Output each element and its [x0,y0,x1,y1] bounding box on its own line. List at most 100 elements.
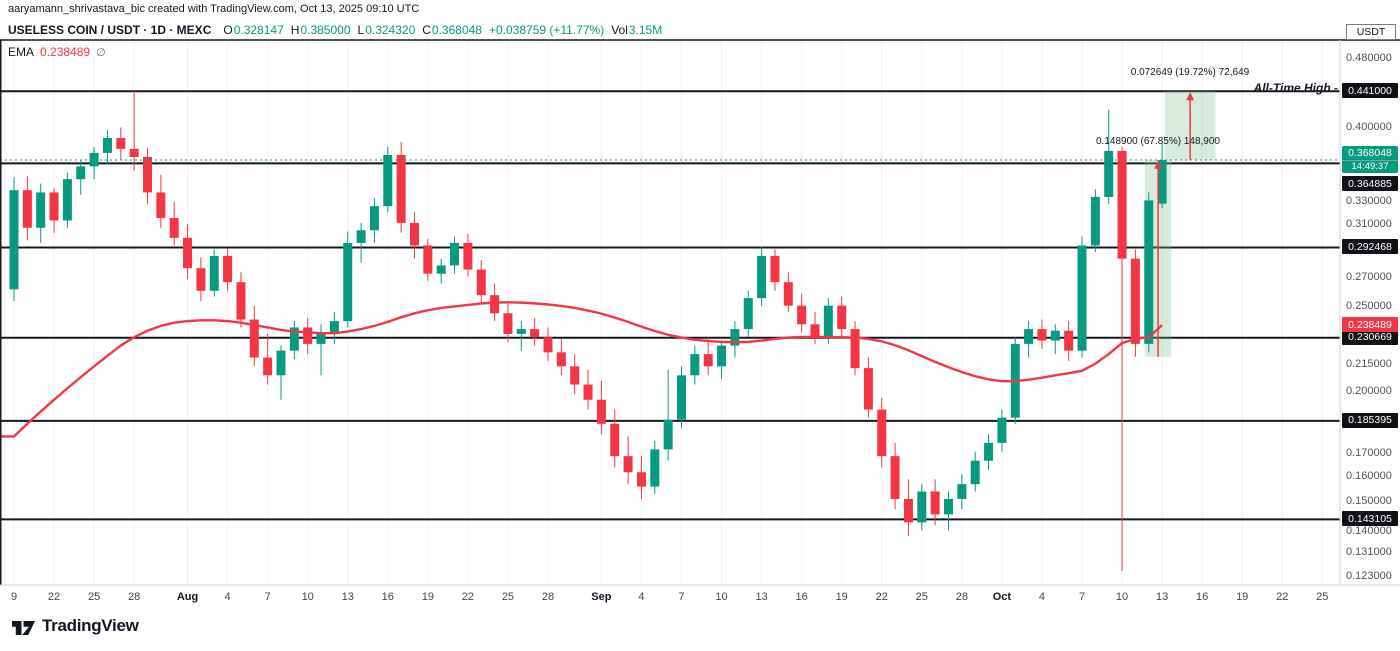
time-tick: 25 [915,591,928,603]
level-price-label: 0.143105 [1342,511,1398,527]
candle-body [183,237,193,269]
candle-body [356,230,366,243]
time-tick: 22 [47,591,61,603]
price-axis[interactable]: 0.480000 0.400000 0.330000 0.310000 0.270000… [1340,0,1400,651]
candle-body [743,298,753,330]
time-tick: 25 [1316,591,1329,603]
currency-label: USDT [1346,24,1396,40]
candle-body [62,179,72,221]
candle-body [930,491,940,515]
level-price-label: 0.230669 [1342,329,1398,345]
candle-body [970,460,980,485]
price-tick: 0.310000 [1346,218,1392,231]
candle-body [369,206,379,231]
time-tick: 13 [341,591,354,603]
time-tick: 10 [1115,591,1129,603]
tradingview-logo[interactable]: TradingView [10,616,139,636]
indicator-value: 0.238489 [40,45,91,59]
candle-body [1104,150,1114,197]
ohlc-open: O 0.328147 [223,23,284,37]
candle-body [730,329,740,346]
candle-body [143,156,152,193]
time-tick: 16 [381,591,394,603]
price-tick: 0.480000 [1346,52,1392,64]
tradingview-logo-text: TradingView [42,616,139,635]
time-axis[interactable]: 9 22 25 28 Aug 4 7 10 13 16 19 22 25 28 Sep 4 7 10 13 16 19 2… [0,585,1400,609]
candle-body [383,154,393,207]
candle-body [623,456,633,473]
candle-body [823,305,833,338]
level-price-label: 0.441000 [1342,83,1398,99]
candle-body [703,354,713,367]
candle-body [1157,160,1167,204]
candle-body [329,321,339,333]
time-tick: 10 [715,591,728,603]
candle-body [1037,329,1047,341]
candle-body [944,498,953,515]
candle-body [997,417,1007,443]
candle-body [530,329,540,338]
current-price-label: 0.368048 14:49:37 [1342,146,1398,174]
candle-body [877,409,887,457]
time-tick: 19 [421,591,434,603]
time-tick: 22 [1276,591,1289,603]
symbol-title[interactable]: USELESS COIN / USDT · 1D · MEXC [8,23,212,37]
candle-body [1130,258,1140,344]
tradingview-logo-icon [12,621,35,635]
time-tick: 13 [1155,591,1169,603]
time-tick: 16 [795,591,808,603]
price-tick: 0.160000 [1346,469,1392,482]
measurement-arrowhead [1186,92,1195,101]
candle-body [837,305,847,330]
bar-countdown: 14:49:37 [1342,160,1398,173]
time-tick: 25 [87,591,101,603]
candle-body [396,154,406,223]
candle-body [810,324,820,338]
ema-line[interactable] [0,301,1163,438]
candle-body [316,332,326,344]
candle-body [957,484,967,499]
candle-body [249,319,259,358]
candle-body [1064,330,1074,351]
time-tick: 19 [835,591,848,603]
candle-body [543,337,553,353]
price-tick: 0.140000 [1346,525,1392,537]
candle-body [690,354,700,376]
candle-body [156,192,166,219]
time-tick: 16 [1196,591,1209,603]
chart-pane[interactable] [0,40,1340,585]
time-tick: 28 [955,591,968,603]
candle-body [223,255,233,283]
ohlc-low: L 0.324320 [357,23,416,37]
price-tick: 0.131000 [1346,546,1392,559]
candle-body [463,242,473,270]
candle-body [410,222,419,246]
price-tick: 0.215000 [1346,357,1392,370]
candle-body [263,357,273,376]
level-price-label: 0.185395 [1342,412,1398,428]
time-tick: 9 [10,591,18,603]
candle-body [9,190,19,290]
candle-body [516,329,526,334]
candle-body [636,472,646,487]
volume: Vol 3.15M [611,23,663,37]
candle-body [596,399,606,424]
price-tick: 0.150000 [1346,494,1392,507]
indicator-options-icon[interactable]: ∅ [96,47,106,59]
candle-body [490,295,500,314]
candle-body [1090,196,1100,246]
time-tick-month: Sep [591,591,612,603]
indicator-legend[interactable]: EMA 0.238489 ∅ [8,45,106,59]
price-change: +0.038759 (+11.77%) [488,23,605,37]
candle-body [289,327,299,351]
time-tick-month: Oct [992,591,1012,603]
candle-body [610,423,620,457]
candle-body [276,350,286,376]
time-tick: 19 [1236,591,1249,603]
candle-body [503,313,513,334]
candle-body [196,268,206,291]
candle-body [303,327,313,344]
time-tick: 4 [1038,591,1045,603]
